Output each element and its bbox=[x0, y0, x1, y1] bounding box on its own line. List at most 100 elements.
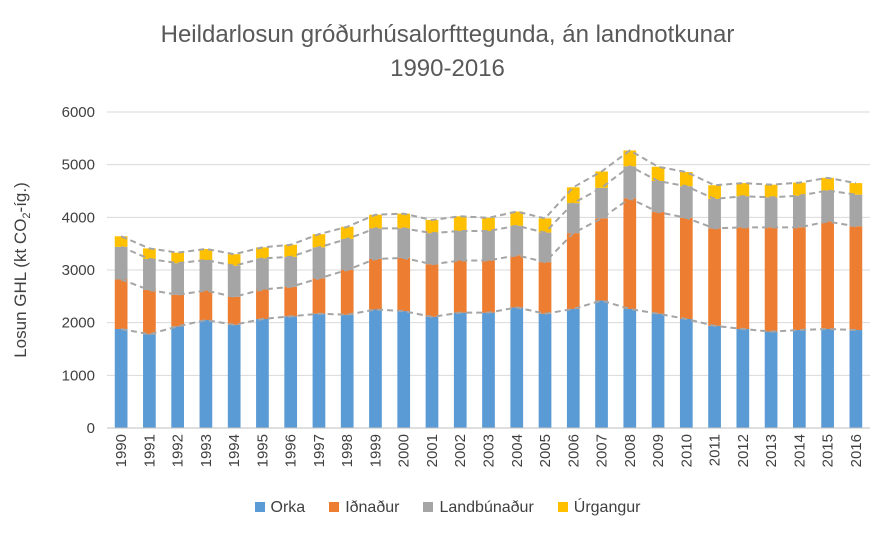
bar-segment bbox=[453, 312, 467, 428]
bar-segment bbox=[199, 290, 213, 321]
legend-item: Orka bbox=[254, 499, 305, 517]
bar-segment bbox=[792, 330, 806, 428]
bar-segment bbox=[143, 248, 156, 259]
bar-segment bbox=[510, 211, 524, 226]
bar-segment bbox=[821, 221, 834, 329]
bar-segment bbox=[736, 196, 750, 228]
bar-segment bbox=[679, 172, 693, 187]
bar-segment bbox=[114, 328, 128, 428]
x-tick-label: 2013 bbox=[763, 434, 780, 467]
bar-segment bbox=[425, 233, 439, 265]
x-tick-label: 1993 bbox=[198, 434, 215, 467]
chart-legend: Orka Iðnaður Landbúnaður Úrgangur bbox=[0, 499, 895, 517]
bar-segment bbox=[538, 262, 552, 314]
bar-segment bbox=[849, 226, 863, 331]
bar-segment bbox=[482, 217, 495, 232]
bar-segment bbox=[312, 278, 326, 314]
bar-segment bbox=[397, 213, 411, 229]
bar-segment bbox=[821, 190, 834, 222]
bar-segment bbox=[199, 248, 213, 260]
x-tick-label: 1997 bbox=[311, 434, 328, 467]
bar-segment bbox=[623, 150, 637, 167]
chart-title: Heildarlosun gróðurhúsalorfttegunda, án … bbox=[0, 18, 895, 86]
bar-segment bbox=[369, 214, 382, 229]
bar-segment bbox=[312, 234, 326, 248]
legend-swatch bbox=[254, 501, 265, 512]
bar-segment bbox=[651, 166, 665, 181]
x-tick-label: 1994 bbox=[226, 434, 243, 467]
x-tick-label: 1999 bbox=[367, 434, 384, 467]
bar-segment bbox=[397, 311, 411, 428]
bar-segment bbox=[679, 217, 693, 319]
y-tick-label: 5000 bbox=[62, 157, 95, 174]
legend-item: Landbúnaður bbox=[423, 499, 534, 517]
x-tick-label: 2011 bbox=[707, 434, 724, 466]
bar-segment bbox=[595, 300, 608, 428]
bar-segment bbox=[397, 257, 411, 312]
bar-segment bbox=[651, 180, 665, 213]
bar-segment bbox=[340, 238, 354, 270]
legend-label: Landbúnaður bbox=[439, 499, 534, 516]
bar-segment bbox=[143, 258, 156, 291]
cumulative-line bbox=[120, 165, 857, 267]
bar-segment bbox=[482, 312, 495, 428]
x-tick-label: 1995 bbox=[254, 434, 271, 467]
x-tick-label: 1998 bbox=[339, 434, 356, 467]
x-tick-label: 2016 bbox=[848, 434, 865, 467]
bar-segment bbox=[792, 195, 806, 228]
bar-segment bbox=[510, 225, 524, 256]
x-tick-label: 2015 bbox=[820, 434, 837, 467]
cumulative-line bbox=[120, 197, 857, 298]
x-tick-label: 2014 bbox=[791, 434, 808, 467]
bar-segment bbox=[679, 318, 693, 428]
bar-segment bbox=[453, 231, 467, 261]
legend-label: Iðnaður bbox=[345, 499, 400, 516]
bar-segment bbox=[792, 182, 806, 196]
y-tick-label: 3000 bbox=[62, 262, 95, 279]
legend-swatch bbox=[423, 501, 434, 512]
bar-segment bbox=[651, 313, 665, 428]
bar-segment bbox=[595, 218, 608, 301]
bar-segment bbox=[510, 255, 524, 308]
chart-title-line-2: 1990-2016 bbox=[390, 55, 505, 82]
bar-segment bbox=[764, 331, 778, 428]
y-tick-label: 1000 bbox=[62, 367, 95, 384]
bar-segment bbox=[482, 231, 495, 261]
bar-segment bbox=[256, 258, 269, 290]
bar-segment bbox=[821, 177, 834, 191]
bar-segment bbox=[227, 296, 241, 325]
x-tick-label: 1990 bbox=[113, 434, 130, 467]
bar-segment bbox=[708, 325, 721, 428]
bar-segment bbox=[369, 309, 382, 428]
bar-segment bbox=[284, 286, 298, 317]
bar-segment bbox=[171, 294, 185, 327]
bar-segment bbox=[651, 212, 665, 314]
bar-segment bbox=[453, 260, 467, 313]
bar-segment bbox=[199, 259, 213, 291]
bar-segment bbox=[369, 258, 382, 310]
x-tick-label: 2001 bbox=[424, 434, 441, 467]
bar-segment bbox=[340, 226, 354, 239]
bar-segment bbox=[510, 307, 524, 428]
bar-segment bbox=[397, 228, 411, 258]
x-tick-label: 2008 bbox=[622, 434, 639, 467]
bar-segment bbox=[764, 227, 778, 332]
bar-segment bbox=[312, 247, 326, 279]
bar-segment bbox=[849, 194, 863, 227]
bar-segment bbox=[736, 183, 750, 197]
bar-segment bbox=[284, 256, 298, 287]
bar-segment bbox=[708, 185, 721, 199]
bar-segment bbox=[114, 236, 128, 247]
bar-segment bbox=[736, 328, 750, 428]
bar-segment bbox=[171, 263, 185, 295]
x-tick-label: 2002 bbox=[452, 434, 469, 467]
bar-segment bbox=[114, 279, 128, 329]
bar-segment bbox=[849, 183, 863, 195]
legend-swatch bbox=[329, 501, 340, 512]
bar-segment bbox=[284, 244, 298, 257]
bar-segment bbox=[708, 198, 721, 229]
bar-segment bbox=[340, 270, 354, 315]
x-tick-label: 2012 bbox=[735, 434, 752, 467]
x-tick-label: 2006 bbox=[565, 434, 582, 467]
